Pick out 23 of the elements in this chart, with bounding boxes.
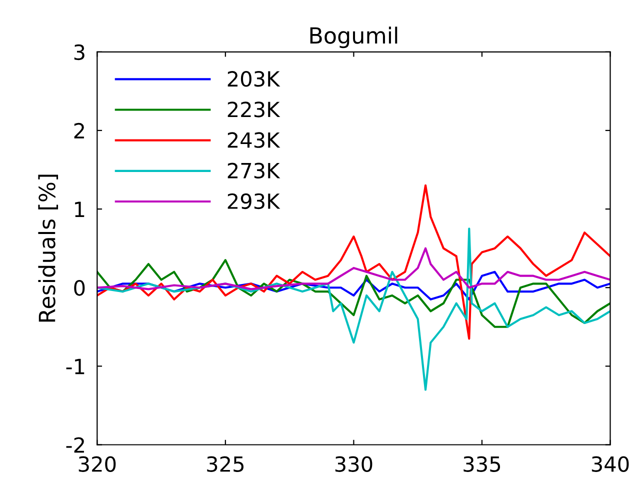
y-tick-label: 2 — [74, 122, 84, 138]
y-tick-label: 1 — [75, 202, 84, 217]
legend-label: 293K — [228, 193, 280, 210]
line-series — [97, 184, 610, 340]
x-tick-label: 335 — [464, 456, 500, 472]
legend-label: 223K — [228, 102, 280, 118]
legend-label: 203K — [228, 71, 280, 87]
y-tick-label: -1 — [66, 358, 84, 374]
x-tick-label: 330 — [335, 456, 372, 472]
line-series — [97, 259, 610, 328]
y-tick-label: 3 — [74, 44, 84, 60]
y-axis-title: Residuals [%] — [38, 174, 58, 322]
x-tick-label: 325 — [207, 456, 244, 472]
x-tick-label: 320 — [78, 456, 116, 472]
legend-label: 273K — [228, 162, 280, 179]
y-tick-label: 0 — [74, 280, 85, 296]
chart-title: Bogumil — [310, 26, 398, 48]
line-series — [97, 270, 610, 300]
line-series — [97, 228, 610, 391]
y-tick-label: -2 — [66, 437, 84, 453]
legend-label: 243K — [228, 132, 280, 148]
line-series — [97, 247, 610, 290]
x-tick-label: 340 — [592, 456, 629, 472]
